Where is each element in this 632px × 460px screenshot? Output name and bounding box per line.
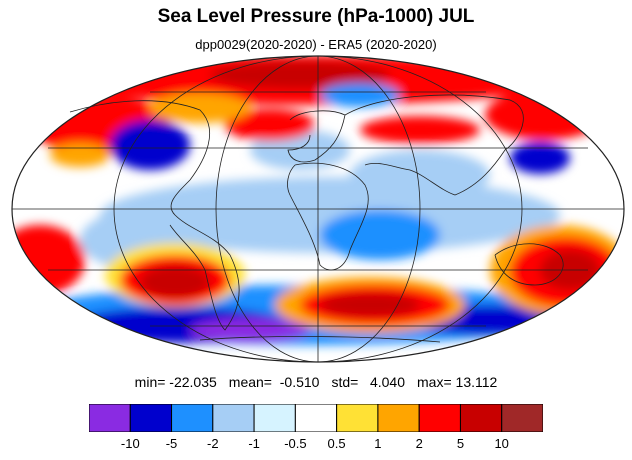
colorbar-tick-label: 5 [456,436,465,451]
pressure-field [12,56,624,362]
colorbar-swatch [294,404,338,432]
colorbar-tick-label: -10 [120,436,140,451]
stat-mean: mean= -0.510 [228,374,320,390]
colorbar-tick-label: -2 [207,436,219,451]
colorbar-tick-label: 0.5 [327,436,346,451]
colorbar-swatch [253,404,296,432]
colorbar-swatch [418,404,461,432]
colorbar-tick-label: -0.5 [284,436,307,451]
colorbar-swatch [129,404,173,432]
coastlines [69,94,564,343]
colorbar-swatch [501,404,543,432]
colorbar-tick-label: 10 [494,436,509,451]
mollweide-map [11,55,625,363]
colorbar-tick-label: 2 [415,436,423,451]
colorbar-swatch [377,404,420,432]
colorbar-tick-label: 1 [374,436,382,451]
stat-std: std= 4.040 [331,374,406,390]
colorbar-tick-label: -5 [165,436,178,451]
colorbar-tick-label: -1 [248,436,260,451]
stat-max: max= 13.112 [417,374,498,390]
colorbar-swatch [212,404,255,432]
map-subtitle: dpp0029(2020-2020) - ERA5 (2020-2020) [195,37,437,52]
colorbar-swatch [171,404,214,432]
colorbar-swatch [459,404,503,432]
statistics-line: min= -22.035 mean= -0.510 std= 4.040 max= 1… [0,374,632,390]
colorbar [89,404,543,432]
colorbar-swatch [89,404,131,432]
stat-min: min= -22.035 [134,374,217,390]
graticule [11,55,625,363]
colorbar-swatch [336,404,379,432]
map-title: Sea Level Pressure (hPa-1000) JUL [157,6,475,27]
